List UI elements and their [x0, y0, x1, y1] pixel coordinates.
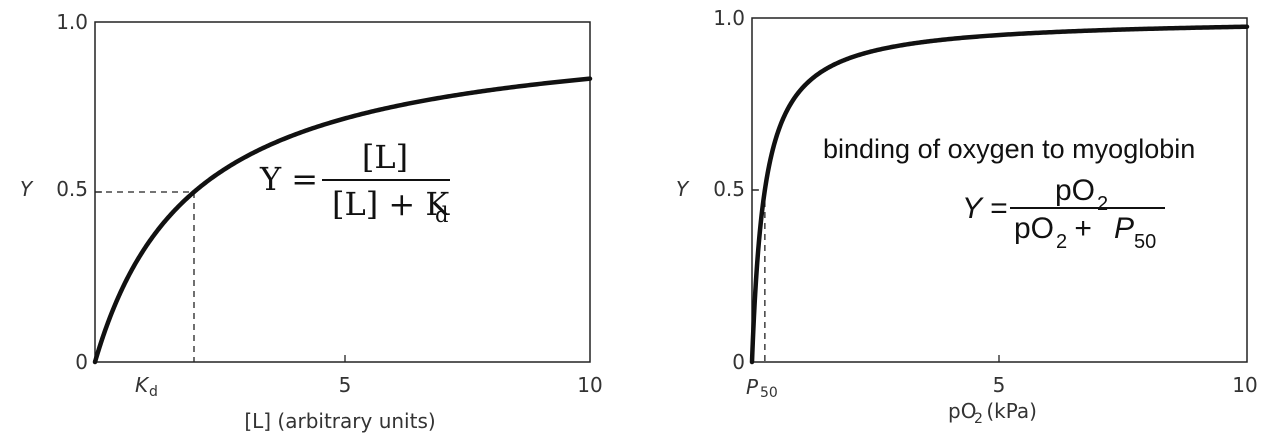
annotation-text: binding of oxygen to myoglobin — [823, 134, 1195, 164]
x-tick-label: 10 — [577, 373, 602, 397]
kd-tick-sub: d — [149, 384, 158, 400]
saturation-curve-right — [749, 24, 1250, 365]
kd-reference-lines — [95, 191, 195, 362]
eq-lhs: Y = — [962, 192, 1007, 225]
chart-left: 1.0 0.5 0 Y 5 10 K d [L] (arbitrary unit… — [20, 10, 603, 433]
y-tick-label: 1.0 — [713, 6, 745, 30]
eq-den-p: P — [1114, 212, 1134, 245]
x-title-sub: 2 — [974, 411, 983, 427]
eq-den-plus: + — [1066, 212, 1100, 245]
p50-reference-lines — [752, 189, 766, 362]
x-tick-p50: P 50 — [746, 375, 778, 401]
eq-lhs: Y = — [259, 160, 318, 198]
eq-den-p-sub: 50 — [1134, 231, 1156, 253]
y-tick-label: 1.0 — [56, 10, 88, 34]
x-tick-label: 5 — [993, 373, 1006, 397]
x-tick-label: 10 — [1232, 373, 1257, 397]
x-tick-label: 5 — [339, 373, 352, 397]
equation-left: Y = [L] [L] + K d — [259, 138, 450, 227]
y-axis-title: Y — [676, 177, 690, 201]
x-title-prefix: pO — [948, 399, 976, 423]
eq-numerator: [L] — [362, 138, 408, 176]
chart-right: 1.0 0.5 0 Y 5 10 P 50 pO 2 (kPa) binding… — [676, 6, 1258, 427]
x-axis-title-right: pO 2 (kPa) — [948, 399, 1037, 427]
y-tick-label: 0.5 — [56, 177, 88, 201]
p50-tick-label: P — [746, 375, 759, 399]
eq-den-sub: 2 — [1056, 231, 1067, 253]
eq-den-main: pO — [1014, 212, 1054, 245]
x-title-suffix: (kPa) — [980, 399, 1037, 423]
y-axis-title: Y — [20, 177, 34, 201]
kd-tick-label: K — [135, 373, 150, 397]
eq-num-sub: 2 — [1097, 193, 1108, 215]
eq-denominator: [L] + K — [332, 185, 450, 223]
x-tick-kd: K d — [135, 373, 158, 400]
p50-tick-sub: 50 — [760, 385, 778, 401]
y-tick-label: 0 — [732, 350, 745, 374]
equation-right: Y = pO 2 pO 2 + P 50 — [962, 174, 1165, 253]
x-axis-title: [L] (arbitrary units) — [244, 409, 435, 433]
y-tick-label: 0.5 — [713, 177, 745, 201]
eq-denominator-sub: d — [435, 203, 448, 227]
saturation-curve-left — [92, 76, 593, 365]
eq-num-main: pO — [1055, 174, 1095, 207]
y-tick-label: 0 — [75, 350, 88, 374]
